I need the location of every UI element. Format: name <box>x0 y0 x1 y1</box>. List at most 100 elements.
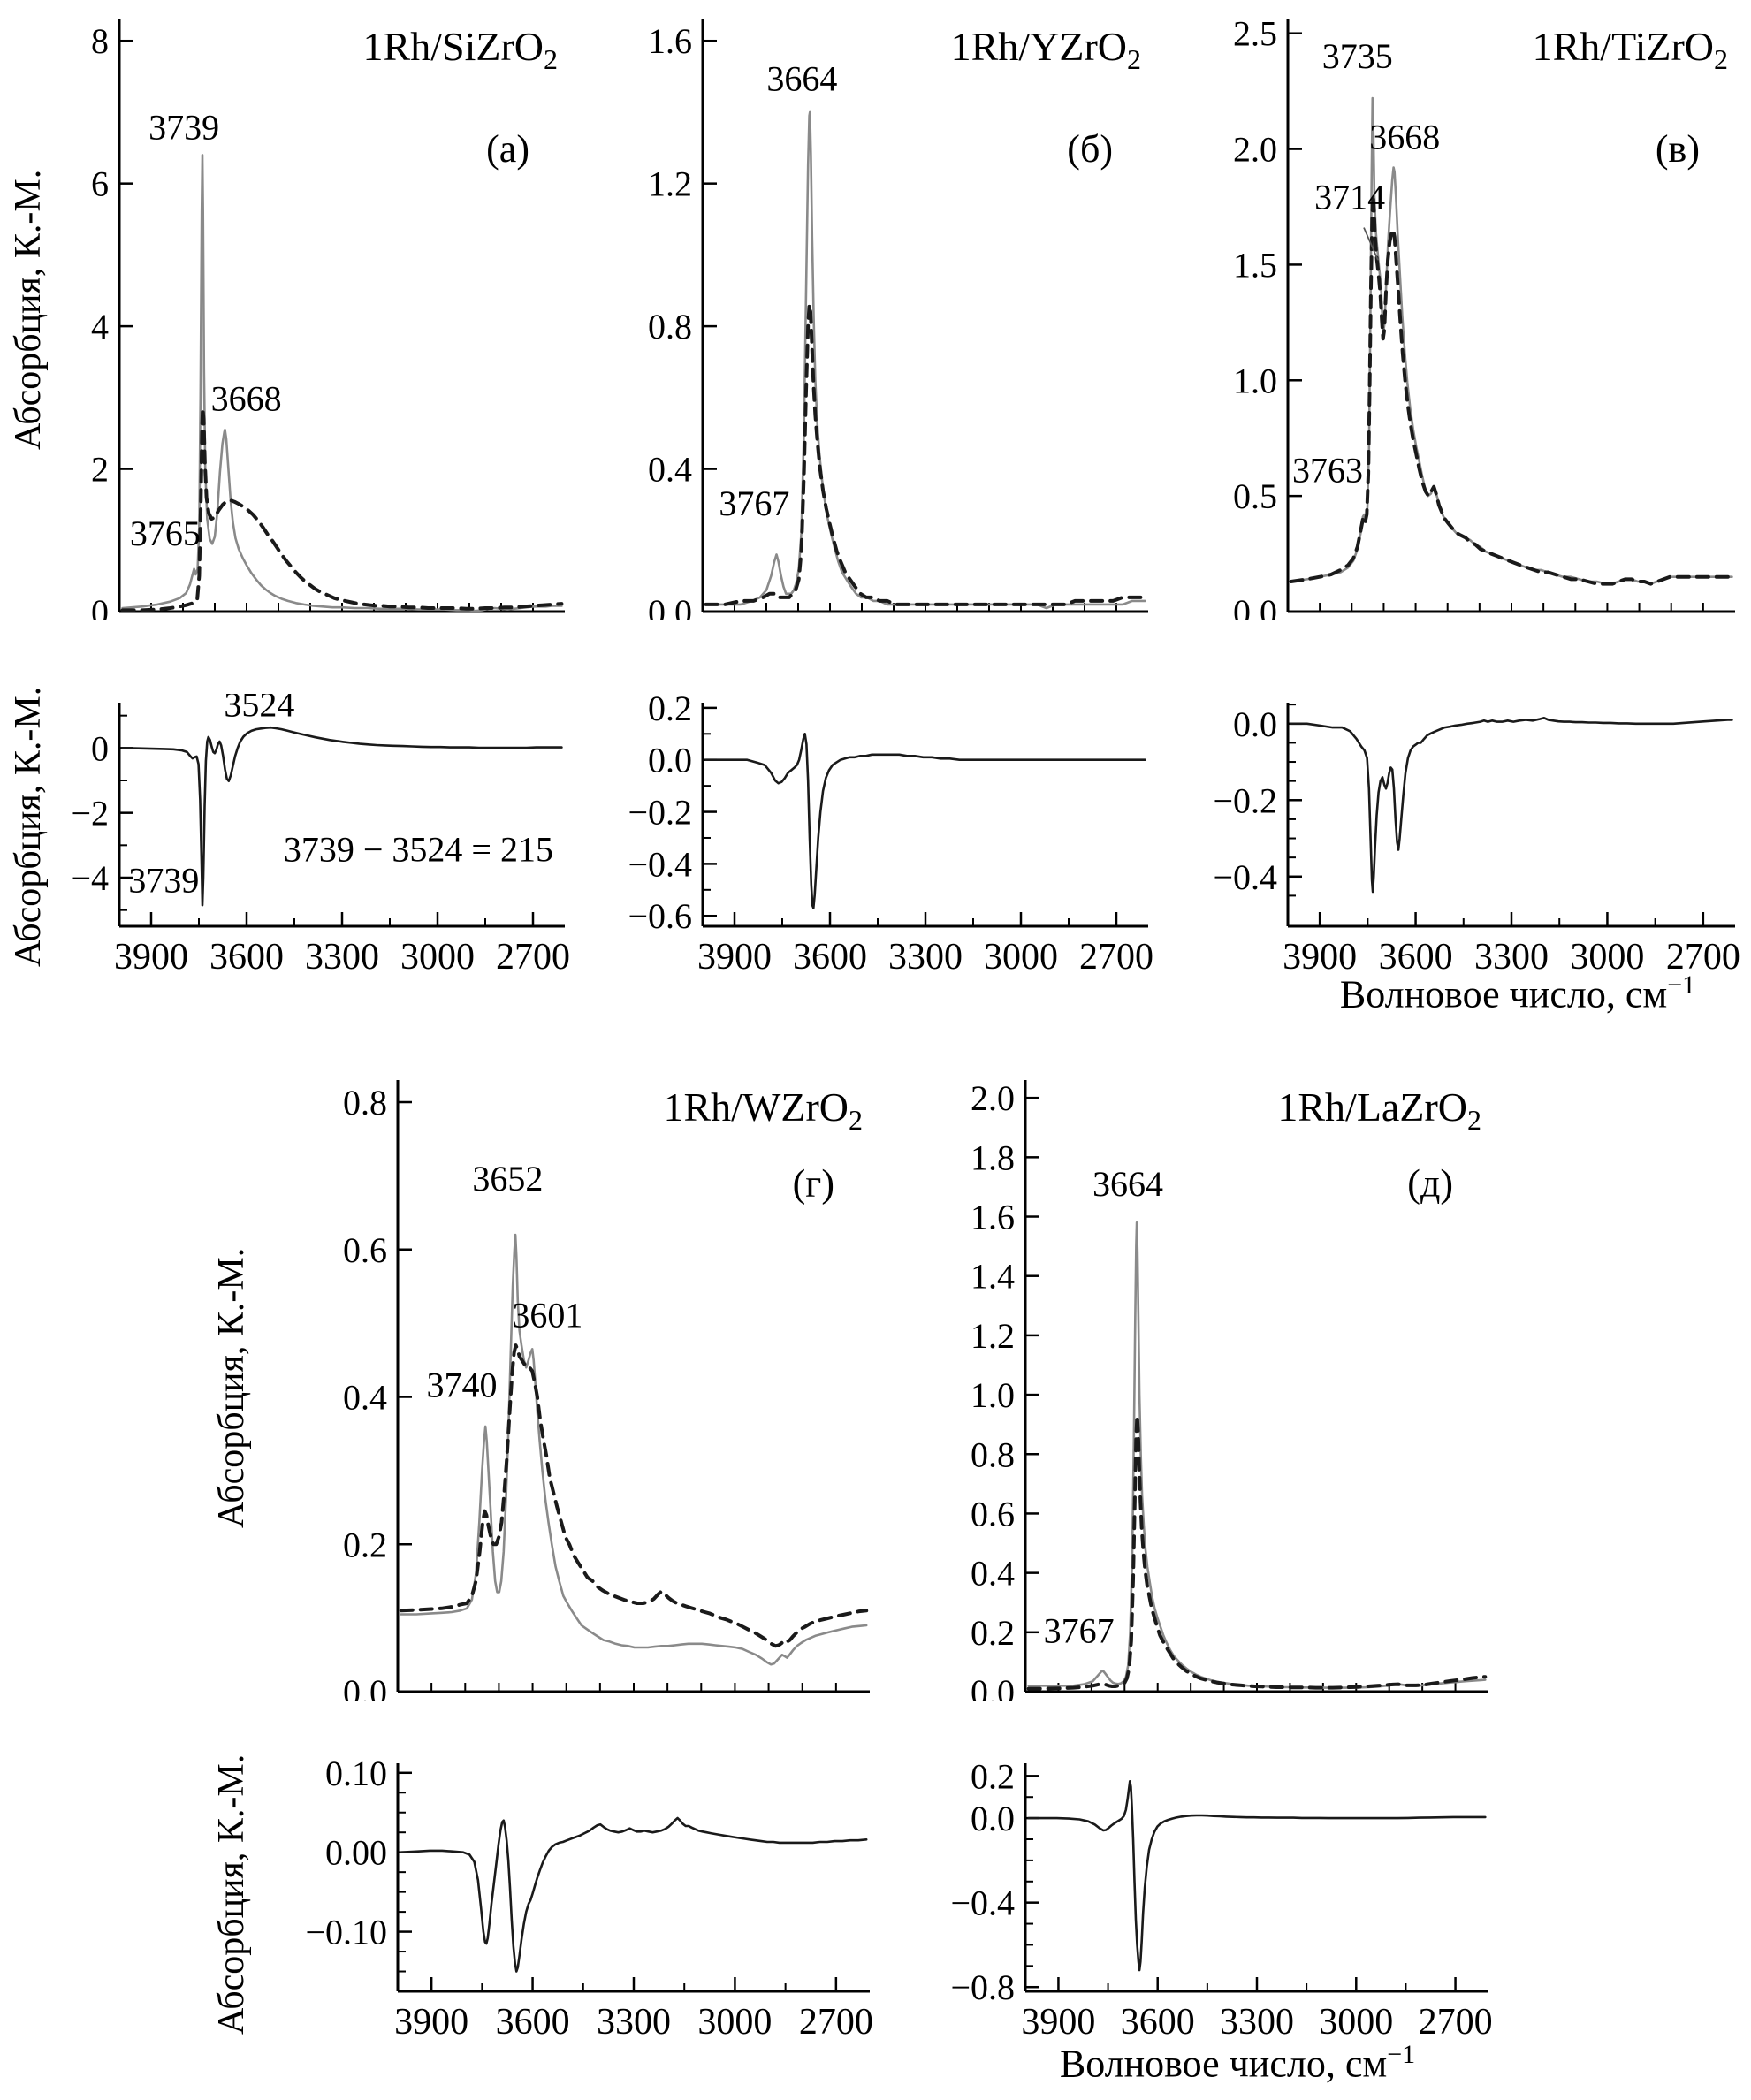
peak-annotation: 3668 <box>1369 118 1440 157</box>
peak-annotation: 3664 <box>1092 1164 1163 1204</box>
y-tick-label: 0.5 <box>1233 476 1277 516</box>
y-tick-label: 0.2 <box>648 694 692 728</box>
y-tick-label: 0.2 <box>343 1525 387 1564</box>
y-tick-label: 0.6 <box>343 1230 387 1270</box>
panel-g-spectrum-plot: 0.8 0.6 0.4 0.2 0.0 3652 3601 3740 1Rh/WZrO2 (г) <box>265 1071 884 1701</box>
annotation-pointer-line <box>1363 227 1379 261</box>
peak-annotation: 3765 <box>130 514 201 553</box>
y-tick-label: 1.2 <box>648 164 692 204</box>
y-tick-label: −0.10 <box>305 1913 387 1952</box>
panel-title: 1Rh/LaZrO2 <box>1277 1084 1481 1136</box>
y-tick-label: 1.0 <box>971 1375 1015 1415</box>
peak-annotation: 3664 <box>766 59 837 99</box>
y-tick-label: 0.0 <box>971 1799 1015 1838</box>
x-tick-label: 3600 <box>496 2002 570 2043</box>
y-tick-label: −0.2 <box>1213 780 1277 820</box>
y-tick-label: −0.4 <box>628 844 692 884</box>
x-tick-label: 2700 <box>1419 2002 1493 2043</box>
subplot-svg: 0.8 0.6 0.4 0.2 0.0 3652 3601 3740 1Rh/WZrO2 (г) <box>343 1080 870 1701</box>
panel-title: 1Rh/YZrO2 <box>951 24 1141 75</box>
peak-annotation: 3652 <box>472 1159 543 1198</box>
x-tick-label: 3600 <box>1121 2002 1195 2043</box>
x-axis-label-superscript: −1 <box>1667 970 1696 1000</box>
panel-d-spectrum-plot: 2.0 1.8 1.6 1.4 1.2 1.0 0.8 0.6 0.4 0.2 0.0 3664 376… <box>893 1071 1503 1701</box>
y-tick-label: 2 <box>91 450 109 490</box>
curve-solid <box>121 154 563 612</box>
x-axis-label-text: Волновое число, см <box>1339 972 1668 1016</box>
x-axis-label-text: Волновое число, см <box>1059 2042 1388 2086</box>
curve-diff <box>1027 1780 1487 1972</box>
curve-solid <box>1290 96 1733 585</box>
x-tick-label: 3300 <box>1220 2002 1294 2043</box>
panel-a-difference-plot: 0 −2 −4 3900 3600 3300 3000 2700 3524 3739 3739 − … <box>0 694 579 981</box>
x-tick-label: 3300 <box>1474 937 1549 978</box>
x-tick-label: 2700 <box>496 937 570 978</box>
peak-annotation: 3763 <box>1292 450 1363 490</box>
y-tick-label: 0.0 <box>1233 704 1277 744</box>
y-tick-label: −0.6 <box>628 896 692 936</box>
curve-dashed <box>120 406 564 612</box>
y-tick-label: 0.4 <box>648 450 692 490</box>
x-tick-label: 3600 <box>1379 937 1453 978</box>
y-tick-label: 1.8 <box>971 1138 1015 1177</box>
panel-letter: (в) <box>1656 127 1700 171</box>
peak-annotation: 3601 <box>512 1295 582 1335</box>
x-axis-label-superscript: −1 <box>1387 2040 1416 2069</box>
curve-solid <box>400 1233 868 1666</box>
curve-dashed <box>704 302 1147 606</box>
x-tick-label: 3300 <box>888 937 963 978</box>
x-tick-label: 3600 <box>209 937 284 978</box>
y-tick-label: 1.4 <box>971 1257 1015 1297</box>
y-tick-label: −0.2 <box>628 793 692 833</box>
y-tick-label: 1.0 <box>1233 361 1277 400</box>
y-tick-label: 4 <box>91 307 109 346</box>
panel-title: 1Rh/WZrO2 <box>663 1084 863 1136</box>
y-tick-label: 0.0 <box>648 592 692 620</box>
x-tick-label: 3300 <box>597 2002 671 2043</box>
curve-diff <box>400 1816 868 1973</box>
y-tick-label: 1.2 <box>971 1316 1015 1356</box>
peak-annotation: 3739 <box>148 108 219 148</box>
y-tick-label: 1.6 <box>971 1198 1015 1237</box>
x-tick-label: 3600 <box>793 937 867 978</box>
y-tick-label: 0.4 <box>343 1378 387 1418</box>
peak-annotation: 3739 − 3524 = 215 <box>284 830 553 870</box>
subplot-svg: 1.6 1.2 0.8 0.4 0.0 3664 3767 1Rh/YZrO2 (б) <box>648 19 1148 620</box>
subplot-svg: 2.5 2.0 1.5 1.0 0.5 0.0 3735 3668 3714 3763 1Rh/Ti… <box>1233 14 1735 620</box>
y-tick-label: 0.0 <box>1233 592 1277 620</box>
x-tick-label: 3900 <box>1283 937 1357 978</box>
y-tick-label: −0.8 <box>950 1967 1015 2007</box>
peak-annotation: 3767 <box>1044 1611 1115 1651</box>
panel-b-difference-plot: 0.2 0.0 −0.2 −0.4 −0.6 3900 3600 3300 3000 2700 <box>583 694 1162 981</box>
y-tick-label: 1.6 <box>648 21 692 61</box>
peak-annotation: 3739 <box>128 861 199 901</box>
panel-v-difference-plot: 0.0 −0.2 −0.4 3900 3600 3300 3000 2700 <box>1169 694 1749 981</box>
x-tick-label: 3000 <box>984 937 1058 978</box>
peak-annotation: 3735 <box>1322 36 1393 76</box>
curve-diff <box>121 726 563 907</box>
panel-letter: (г) <box>793 1161 834 1205</box>
panel-a-spectrum-plot: 8 6 4 2 0 3739 3668 3765 1Rh/SiZrO2 (а) <box>0 11 579 620</box>
curve-dashed <box>1026 1413 1488 1691</box>
x-tick-label: 3900 <box>114 937 188 978</box>
peak-annotation: 3668 <box>211 378 282 418</box>
x-tick-label: 3000 <box>1319 2002 1393 2043</box>
y-tick-label: 0.0 <box>971 1672 1015 1701</box>
y-tick-label: 0 <box>91 728 109 768</box>
y-tick-label: 2.5 <box>1233 14 1277 54</box>
y-tick-label: 0.10 <box>325 1754 387 1793</box>
y-tick-label: 6 <box>91 164 109 204</box>
subplot-svg: 8 6 4 2 0 3739 3668 3765 1Rh/SiZrO2 (а) <box>91 19 565 620</box>
x-tick-label: 3000 <box>1570 937 1644 978</box>
panel-d-difference-plot: 0.2 0.0 −0.4 −0.8 3900 3600 3300 3000 2700 <box>893 1754 1503 2046</box>
y-tick-label: 1.5 <box>1233 245 1277 285</box>
subplot-svg: 2.0 1.8 1.6 1.4 1.2 1.0 0.8 0.6 0.4 0.2 0.0 3664 376… <box>971 1078 1488 1701</box>
x-tick-label: 3900 <box>697 937 772 978</box>
y-tick-label: 2.0 <box>971 1078 1015 1118</box>
panel-v-spectrum-plot: 2.5 2.0 1.5 1.0 0.5 0.0 3735 3668 3714 3763 1Rh/Ti… <box>1169 11 1749 620</box>
y-axis-label-row2-top: Абсорбция, К.-М. <box>211 1247 252 1528</box>
